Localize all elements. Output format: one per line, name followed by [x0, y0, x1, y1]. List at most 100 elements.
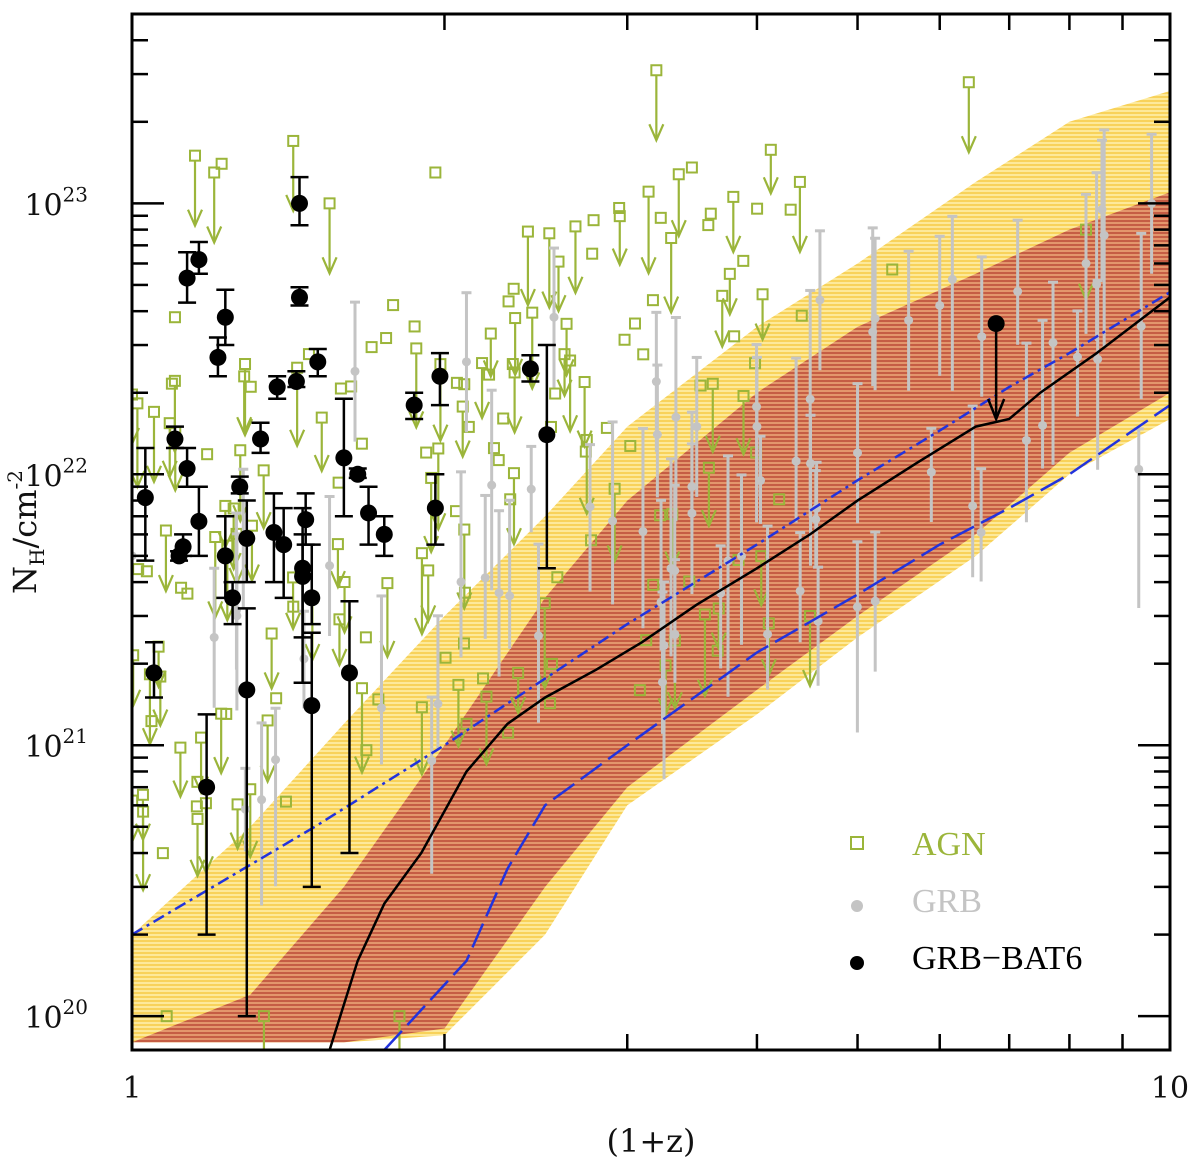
agn-point	[723, 267, 736, 280]
grb-point	[736, 551, 746, 561]
bat6-limit-arrowhead	[986, 398, 1006, 423]
grb-point	[480, 573, 490, 583]
agn-arrowhead	[536, 671, 553, 691]
agn-arrowhead	[576, 430, 593, 450]
agn-arrowhead	[519, 288, 536, 308]
agn-point	[270, 692, 283, 705]
grb-point	[947, 274, 957, 284]
agn-point	[647, 578, 660, 591]
agn-arrowhead	[721, 297, 738, 318]
bat6-point	[294, 567, 312, 585]
bat6-point	[136, 489, 154, 507]
bat6-point	[238, 529, 256, 547]
agn-point	[587, 214, 600, 227]
agn-arrowhead	[666, 691, 683, 711]
agn-point	[168, 311, 181, 324]
agn-arrowhead	[606, 545, 623, 565]
agn-point	[654, 211, 667, 224]
bat6-point	[209, 348, 227, 366]
agn-point	[415, 547, 428, 560]
agn-point	[543, 697, 556, 710]
agn-point	[492, 454, 505, 467]
agn-point	[381, 577, 394, 590]
agn-point	[569, 220, 582, 233]
agn-point	[201, 448, 214, 461]
agn-point	[633, 684, 646, 697]
bat6-point	[303, 589, 321, 607]
agn-point	[365, 341, 378, 354]
agn-arrowhead	[735, 437, 752, 457]
agn-point	[460, 717, 473, 730]
agn-arrowhead	[413, 617, 430, 637]
bat6-point	[349, 465, 367, 483]
agn-arrowhead	[157, 574, 174, 594]
agn-arrowhead	[432, 424, 449, 444]
agn-point	[432, 442, 445, 455]
bat6-point	[178, 269, 196, 287]
agn-arrowhead	[172, 780, 189, 800]
bat6-point	[309, 353, 327, 371]
grb-point	[461, 357, 471, 367]
agn-arrowhead	[285, 612, 302, 632]
bat6-point	[521, 360, 539, 378]
agn-arrowhead	[135, 873, 152, 893]
agn-arrowhead	[232, 504, 249, 524]
legend-label: GRB−BAT6	[912, 940, 1082, 977]
agn-arrowhead	[420, 604, 437, 625]
agn-point	[509, 312, 522, 325]
agn-point	[234, 444, 247, 457]
agn-point	[439, 651, 452, 664]
agn-point	[487, 442, 500, 455]
agn-arrowhead	[482, 360, 499, 380]
grb-point	[638, 526, 648, 536]
grb-point	[692, 422, 702, 432]
agn-point	[484, 327, 497, 340]
agn-arrowhead	[556, 379, 573, 399]
grb-point	[1134, 464, 1144, 474]
bat6-point	[291, 288, 308, 306]
bat6-point	[297, 511, 315, 529]
agn-point	[685, 161, 698, 174]
agn-arrowhead	[392, 1070, 406, 1086]
grb-point	[852, 602, 862, 612]
agn-arrowhead	[700, 509, 717, 529]
agn-point	[279, 795, 292, 808]
agn-point	[702, 219, 715, 232]
agn-arrowhead	[725, 235, 742, 255]
agn-arrowhead	[611, 248, 628, 268]
agn-arrowhead	[567, 276, 584, 296]
agn-point	[640, 634, 653, 647]
agn-point	[215, 157, 228, 170]
agn-arrowhead	[313, 454, 330, 474]
agn-point	[195, 731, 208, 744]
agn-arrowhead	[237, 418, 254, 438]
bat6-point	[275, 536, 293, 554]
agn-arrowhead	[289, 429, 306, 449]
agn-arrowhead	[802, 669, 819, 689]
agn-point	[372, 693, 385, 706]
agn-point	[618, 333, 631, 346]
grb-point	[325, 561, 335, 571]
grb-point	[1038, 420, 1048, 430]
dashed-line	[383, 404, 1170, 1050]
agn-point	[191, 812, 204, 825]
grb-point	[666, 563, 676, 573]
agn-point	[650, 64, 663, 77]
bat6-point	[426, 499, 444, 517]
grb-point	[608, 516, 618, 526]
agn-arrowhead	[714, 330, 731, 350]
agn-arrowhead	[255, 511, 272, 531]
agn-point	[672, 168, 685, 181]
grb-point	[795, 586, 805, 596]
legend-label: GRB	[912, 883, 982, 920]
grb-point	[376, 703, 386, 713]
grb-point	[1048, 338, 1058, 348]
agn-arrowhead	[657, 697, 674, 718]
agn-arrowhead	[167, 473, 184, 494]
agn-point	[886, 263, 899, 276]
agn-point	[147, 405, 160, 418]
grb-point	[926, 467, 936, 477]
grb-point	[1136, 321, 1146, 331]
grb-point	[533, 631, 543, 641]
agn-arrowhead	[353, 756, 371, 776]
